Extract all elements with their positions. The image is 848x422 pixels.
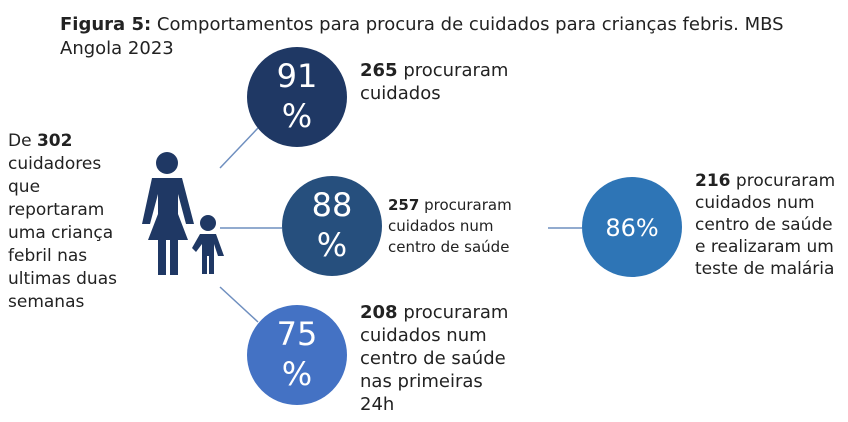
node-text: procuraram [403, 60, 508, 81]
percent-value: 86 [605, 214, 636, 242]
node-line: 216 procuraram [695, 171, 835, 191]
percent-circle [582, 177, 682, 277]
percent-unit: % [317, 226, 347, 264]
node-line: 24h [360, 394, 394, 415]
node-line: nas primeiras [360, 371, 483, 392]
percent-unit: % [636, 214, 659, 242]
node-line: 257 procuraram [388, 196, 512, 214]
source-line: reportaram [8, 200, 104, 220]
source-line: semanas [8, 292, 84, 312]
node-line: centro de saúde [388, 238, 509, 256]
percent-circle [247, 305, 347, 405]
node-line: cuidados num [695, 193, 815, 213]
node-count: 216 [695, 171, 731, 191]
percent-value: 88 [312, 186, 353, 224]
source-prefix: De [8, 131, 32, 151]
node-line: centro de saúde [360, 348, 506, 369]
node-text: procuraram [403, 302, 508, 323]
node-line: cuidados num [360, 325, 487, 346]
node-line: cuidados [360, 83, 441, 104]
node-count: 208 [360, 302, 398, 323]
connectors [219, 127, 582, 323]
source-line: De 302 [8, 131, 72, 151]
node-line: teste de malária [695, 259, 834, 279]
figure-label: Figura 5: [60, 14, 151, 35]
node-text: procuraram [424, 196, 512, 214]
node-line: 265 procuraram [360, 60, 508, 81]
figure-title-line2: Angola 2023 [60, 38, 174, 59]
node-line: centro de saúde [695, 215, 833, 235]
source-line: ultimas duas [8, 269, 117, 289]
person-icon [142, 152, 224, 275]
connector [219, 286, 259, 323]
node-count: 257 [388, 196, 419, 214]
connector [219, 127, 259, 169]
percent-value: 91 [277, 57, 318, 95]
source-line: cuidadores [8, 154, 101, 174]
percent-unit: % [282, 355, 312, 393]
figure-title: Figura 5: Comportamentos para procura de… [60, 14, 784, 35]
source-line: que [8, 177, 40, 197]
percent-unit: % [282, 97, 312, 135]
node-count: 265 [360, 60, 398, 81]
node-text: procuraram [736, 171, 835, 191]
percent-circle [282, 176, 382, 276]
figure-title-text: Comportamentos para procura de cuidados … [157, 14, 784, 35]
percent-text: 86% [605, 214, 658, 242]
node-line: 208 procuraram [360, 302, 508, 323]
percent-value: 75 [277, 315, 318, 353]
source-line: uma criança [8, 223, 113, 243]
source-count: 302 [37, 131, 73, 151]
source-line: febril nas [8, 246, 87, 266]
percent-circle [247, 47, 347, 147]
node-line: cuidados num [388, 217, 494, 235]
node-line: e realizaram um [695, 237, 834, 257]
